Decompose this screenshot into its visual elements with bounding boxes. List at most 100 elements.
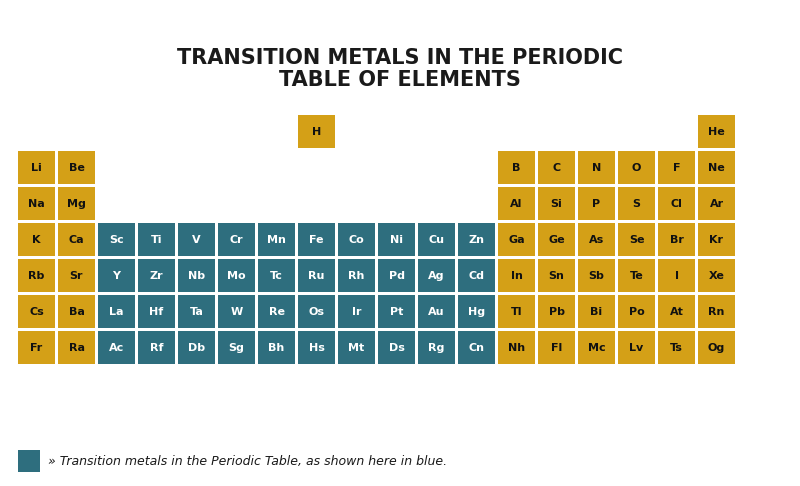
FancyBboxPatch shape xyxy=(178,295,215,328)
Text: Ga: Ga xyxy=(508,235,525,244)
Text: Ts: Ts xyxy=(670,343,683,352)
FancyBboxPatch shape xyxy=(258,331,295,364)
Text: H: H xyxy=(312,126,321,137)
FancyBboxPatch shape xyxy=(18,223,55,256)
FancyBboxPatch shape xyxy=(618,223,655,256)
FancyBboxPatch shape xyxy=(698,115,735,148)
Text: Cn: Cn xyxy=(469,343,485,352)
Text: Ca: Ca xyxy=(69,235,84,244)
Text: Mo: Mo xyxy=(227,271,246,280)
FancyBboxPatch shape xyxy=(58,331,95,364)
Text: K: K xyxy=(32,235,41,244)
FancyBboxPatch shape xyxy=(98,223,135,256)
Text: Tc: Tc xyxy=(270,271,283,280)
FancyBboxPatch shape xyxy=(698,259,735,292)
Text: Sr: Sr xyxy=(70,271,83,280)
Text: Sb: Sb xyxy=(589,271,605,280)
Text: I: I xyxy=(674,271,678,280)
Text: Bi: Bi xyxy=(590,307,602,316)
FancyBboxPatch shape xyxy=(138,223,175,256)
FancyBboxPatch shape xyxy=(18,151,55,184)
Text: Cd: Cd xyxy=(469,271,485,280)
Text: Na: Na xyxy=(28,198,45,208)
FancyBboxPatch shape xyxy=(338,295,375,328)
Text: Ar: Ar xyxy=(710,198,723,208)
Text: Pd: Pd xyxy=(389,271,405,280)
FancyBboxPatch shape xyxy=(98,259,135,292)
FancyBboxPatch shape xyxy=(58,151,95,184)
Text: Ra: Ra xyxy=(69,343,85,352)
FancyBboxPatch shape xyxy=(658,259,695,292)
Text: Sn: Sn xyxy=(549,271,565,280)
Text: Hs: Hs xyxy=(309,343,325,352)
Text: V: V xyxy=(192,235,201,244)
Text: Fe: Fe xyxy=(310,235,324,244)
FancyBboxPatch shape xyxy=(298,259,335,292)
Text: Ru: Ru xyxy=(308,271,325,280)
FancyBboxPatch shape xyxy=(698,331,735,364)
FancyBboxPatch shape xyxy=(298,295,335,328)
Text: Y: Y xyxy=(113,271,121,280)
FancyBboxPatch shape xyxy=(578,259,615,292)
FancyBboxPatch shape xyxy=(498,151,535,184)
Text: Rn: Rn xyxy=(708,307,725,316)
FancyBboxPatch shape xyxy=(18,295,55,328)
Text: S: S xyxy=(633,198,641,208)
Text: Tl: Tl xyxy=(510,307,522,316)
Text: Fr: Fr xyxy=(30,343,42,352)
FancyBboxPatch shape xyxy=(618,331,655,364)
FancyBboxPatch shape xyxy=(58,223,95,256)
Text: Li: Li xyxy=(31,162,42,173)
FancyBboxPatch shape xyxy=(298,331,335,364)
FancyBboxPatch shape xyxy=(258,223,295,256)
Text: TRANSITION METALS IN THE PERIODIC: TRANSITION METALS IN THE PERIODIC xyxy=(177,48,623,69)
Text: Al: Al xyxy=(510,198,522,208)
FancyBboxPatch shape xyxy=(18,187,55,220)
FancyBboxPatch shape xyxy=(658,187,695,220)
FancyBboxPatch shape xyxy=(578,151,615,184)
FancyBboxPatch shape xyxy=(458,331,495,364)
Text: Kr: Kr xyxy=(710,235,723,244)
FancyBboxPatch shape xyxy=(538,295,575,328)
FancyBboxPatch shape xyxy=(418,223,455,256)
FancyBboxPatch shape xyxy=(58,295,95,328)
Text: F: F xyxy=(673,162,680,173)
Text: Co: Co xyxy=(349,235,364,244)
Text: Rf: Rf xyxy=(150,343,163,352)
FancyBboxPatch shape xyxy=(538,223,575,256)
FancyBboxPatch shape xyxy=(418,331,455,364)
FancyBboxPatch shape xyxy=(218,331,255,364)
Text: Mc: Mc xyxy=(588,343,606,352)
FancyBboxPatch shape xyxy=(498,187,535,220)
FancyBboxPatch shape xyxy=(698,187,735,220)
Text: Br: Br xyxy=(670,235,683,244)
FancyBboxPatch shape xyxy=(378,259,415,292)
Text: Mn: Mn xyxy=(267,235,286,244)
FancyBboxPatch shape xyxy=(618,259,655,292)
Text: Au: Au xyxy=(428,307,445,316)
FancyBboxPatch shape xyxy=(378,295,415,328)
Text: » Transition metals in the Periodic Table, as shown here in blue.: » Transition metals in the Periodic Tabl… xyxy=(48,454,447,468)
FancyBboxPatch shape xyxy=(218,259,255,292)
Text: Sg: Sg xyxy=(229,343,245,352)
Text: Se: Se xyxy=(629,235,644,244)
Text: Sc: Sc xyxy=(109,235,124,244)
FancyBboxPatch shape xyxy=(258,259,295,292)
Text: Cr: Cr xyxy=(230,235,243,244)
Text: Bh: Bh xyxy=(268,343,285,352)
FancyBboxPatch shape xyxy=(178,331,215,364)
FancyBboxPatch shape xyxy=(418,259,455,292)
Text: Os: Os xyxy=(309,307,325,316)
FancyBboxPatch shape xyxy=(498,295,535,328)
FancyBboxPatch shape xyxy=(618,151,655,184)
FancyBboxPatch shape xyxy=(658,151,695,184)
Text: Cu: Cu xyxy=(429,235,445,244)
FancyBboxPatch shape xyxy=(578,187,615,220)
Text: Ds: Ds xyxy=(389,343,405,352)
FancyBboxPatch shape xyxy=(578,223,615,256)
Text: Lv: Lv xyxy=(630,343,644,352)
FancyBboxPatch shape xyxy=(458,295,495,328)
FancyBboxPatch shape xyxy=(258,295,295,328)
Text: Og: Og xyxy=(708,343,725,352)
Text: As: As xyxy=(589,235,604,244)
